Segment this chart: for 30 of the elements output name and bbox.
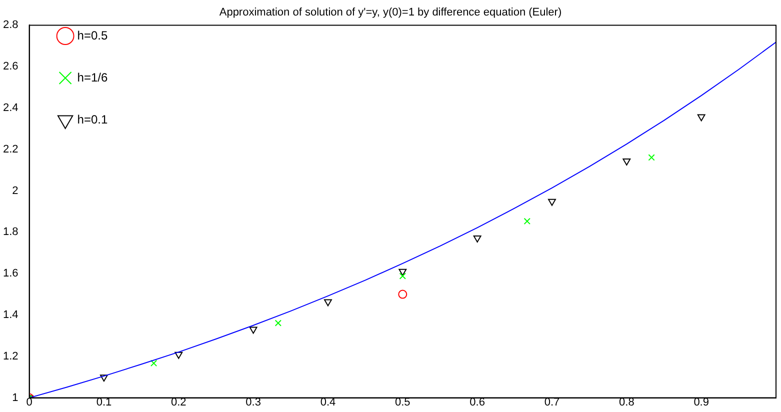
legend-label: h=0.5 bbox=[77, 28, 108, 42]
y-tick-label: 2.8 bbox=[2, 19, 18, 32]
point bbox=[548, 198, 556, 206]
y-tick-label: 2 bbox=[12, 184, 18, 197]
point bbox=[622, 158, 631, 166]
chart-title: Approximation of solution of y'=y, y(0)=1 by difference equation (Euler) bbox=[219, 6, 562, 19]
point bbox=[150, 360, 158, 367]
point bbox=[324, 299, 332, 306]
y-tick-label: 1.8 bbox=[2, 226, 18, 238]
point bbox=[399, 272, 406, 280]
y-tick-label: 1.4 bbox=[2, 309, 18, 322]
y-tick-label: 2.4 bbox=[2, 102, 18, 114]
y-tick-label: 2.6 bbox=[2, 60, 18, 73]
y-tick-label: 1.2 bbox=[2, 350, 18, 362]
x-tick-label: 0 bbox=[26, 396, 32, 408]
point bbox=[697, 114, 706, 122]
point bbox=[524, 218, 530, 225]
y-tick-label: 1.6 bbox=[2, 268, 18, 280]
y-tick-label: 1 bbox=[12, 392, 18, 404]
legend-label: h=1/6 bbox=[77, 70, 108, 84]
point bbox=[249, 326, 258, 334]
point bbox=[648, 154, 655, 161]
point bbox=[274, 320, 282, 326]
point bbox=[473, 235, 482, 242]
y-tick-label: 2.2 bbox=[2, 143, 18, 156]
legend-label: h=0.1 bbox=[77, 112, 108, 126]
point bbox=[398, 290, 408, 299]
point bbox=[398, 268, 407, 276]
point bbox=[100, 374, 108, 382]
point bbox=[174, 352, 183, 359]
